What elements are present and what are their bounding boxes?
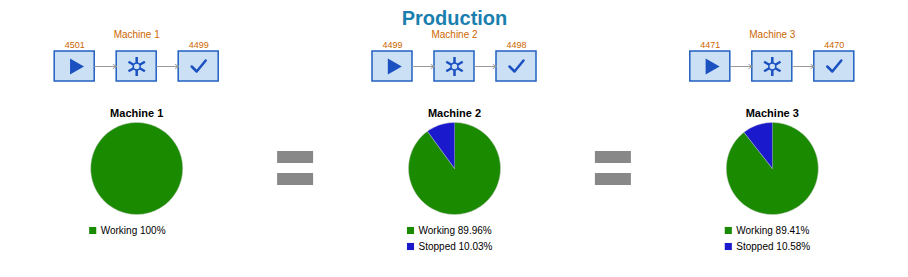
svg-text:Working 89.41%: Working 89.41% [736, 225, 809, 236]
svg-text:4471: 4471 [700, 40, 720, 50]
svg-text:Stopped 10.58%: Stopped 10.58% [736, 241, 810, 252]
svg-text:Stopped 10.03%: Stopped 10.03% [419, 241, 493, 252]
svg-text:4501: 4501 [65, 40, 85, 50]
svg-text:Machine 1: Machine 1 [114, 29, 161, 40]
svg-text:4470: 4470 [824, 40, 844, 50]
svg-text:Machine 2: Machine 2 [431, 29, 478, 40]
svg-text:Production: Production [402, 7, 508, 29]
svg-text:Machine 1: Machine 1 [110, 107, 163, 119]
svg-text:Machine 3: Machine 3 [749, 29, 796, 40]
svg-text:Working 100%: Working 100% [101, 225, 166, 236]
svg-text:4499: 4499 [189, 40, 209, 50]
svg-text:Working 89.96%: Working 89.96% [419, 225, 492, 236]
svg-text:Machine 2: Machine 2 [428, 107, 481, 119]
svg-text:4498: 4498 [506, 40, 526, 50]
svg-text:Machine 3: Machine 3 [746, 107, 799, 119]
svg-text:4499: 4499 [382, 40, 402, 50]
